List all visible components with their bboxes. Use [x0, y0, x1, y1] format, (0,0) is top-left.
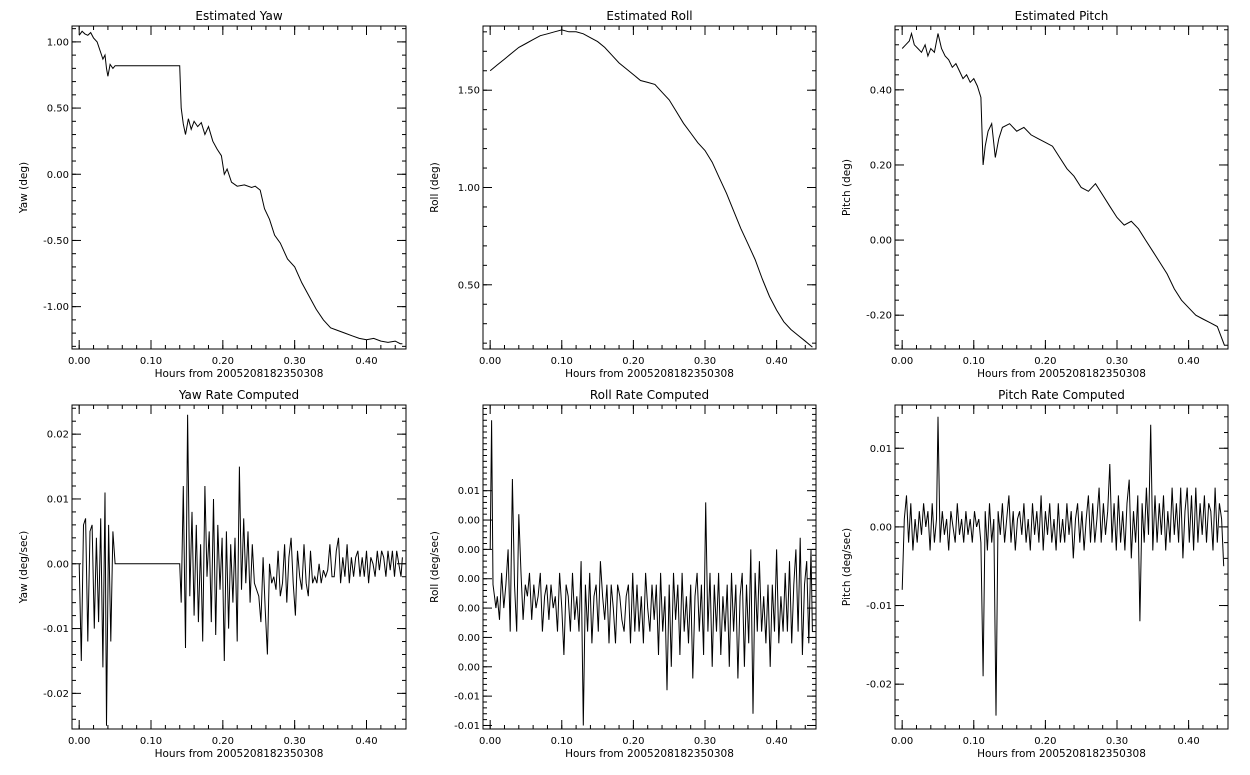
roll-rate-y-tick-label: 0.00 [458, 633, 480, 644]
estimated-roll-x-tick-label: 0.40 [765, 356, 787, 367]
estimated-yaw-panel: 0.00 0.10 0.20 0.30 0.40 -1.00 -0.50 0.00 0.50 1.… [18, 9, 407, 380]
estimated-roll-series-line [489, 29, 813, 348]
estimated-yaw-y-tick-label: -0.50 [43, 236, 69, 247]
estimated-pitch-frame [894, 25, 1229, 350]
pitch-rate-x-tick-label: 0.40 [1177, 736, 1199, 747]
estimated-roll-x-label: Hours from 2005208182350308 [565, 368, 734, 380]
yaw-rate-x-tick-label: 0.20 [212, 736, 234, 747]
estimated-pitch-series-line [901, 31, 1225, 346]
pitch-rate-y-tick-label: -0.01 [866, 601, 892, 612]
roll-rate-y-tick-label: 0.00 [458, 662, 480, 673]
roll-rate-x-tick-label: 0.00 [479, 736, 501, 747]
pitch-rate-y-tick-label: 0.00 [870, 522, 892, 533]
estimated-yaw-x-tick-label: 0.20 [212, 356, 234, 367]
yaw-rate-y-label: Yaw (deg/sec) [18, 531, 30, 605]
estimated-pitch-y-tick-label: 0.20 [870, 160, 892, 171]
estimated-roll-y-tick-label: 0.50 [458, 280, 480, 291]
estimated-roll-frame [482, 25, 817, 350]
estimated-pitch-x-tick-label: 0.10 [963, 356, 985, 367]
estimated-pitch-x-tick-label: 0.40 [1177, 356, 1199, 367]
estimated-pitch-y-label: Pitch (deg) [841, 159, 853, 216]
yaw-rate-y-tick-label: -0.02 [43, 689, 69, 700]
yaw-rate-y-tick-label: 0.02 [47, 430, 69, 441]
yaw-rate-y-tick-label: 0.00 [47, 559, 69, 570]
estimated-pitch-title: Estimated Pitch [1015, 9, 1109, 23]
roll-rate-y-tick-label: -0.01 [454, 692, 480, 703]
yaw-rate-title: Yaw Rate Computed [178, 388, 299, 402]
estimated-pitch-panel: 0.00 0.10 0.20 0.30 0.40 -0.20 0.00 0.20 0.40 Est… [841, 9, 1229, 380]
estimated-pitch-x-tick-label: 0.30 [1106, 356, 1128, 367]
pitch-rate-frame [894, 404, 1229, 730]
pitch-rate-y-tick-label: 0.01 [870, 444, 892, 455]
roll-rate-series-line [489, 420, 813, 726]
estimated-yaw-x-tick-label: 0.00 [68, 356, 90, 367]
estimated-yaw-y-tick-label: -1.00 [43, 302, 69, 313]
estimated-yaw-frame [71, 25, 407, 350]
roll-rate-x-tick-label: 0.10 [551, 736, 573, 747]
pitch-rate-x-label: Hours from 2005208182350308 [977, 748, 1146, 760]
estimated-yaw-x-label: Hours from 2005208182350308 [155, 368, 324, 380]
estimated-pitch-y-tick-label: 0.00 [870, 236, 892, 247]
pitch-rate-y-tick-label: -0.02 [866, 680, 892, 691]
estimated-pitch-x-label: Hours from 2005208182350308 [977, 368, 1146, 380]
estimated-yaw-y-tick-label: 1.00 [47, 37, 69, 48]
estimated-roll-y-tick-label: 1.50 [458, 86, 480, 97]
estimated-yaw-y-tick-label: 0.50 [47, 104, 69, 115]
estimated-yaw-title: Estimated Yaw [195, 9, 282, 23]
yaw-rate-x-label: Hours from 2005208182350308 [155, 748, 324, 760]
pitch-rate-series-line [901, 416, 1225, 716]
estimated-roll-x-tick-label: 0.00 [479, 356, 501, 367]
estimated-roll-title: Estimated Roll [606, 9, 692, 23]
yaw-rate-x-tick-label: 0.30 [284, 736, 306, 747]
yaw-rate-series-line [78, 414, 403, 726]
pitch-rate-x-tick-label: 0.30 [1106, 736, 1128, 747]
roll-rate-y-tick-label: -0.01 [454, 721, 480, 732]
roll-rate-y-tick-label: 0.01 [458, 486, 480, 497]
pitch-rate-x-tick-label: 0.10 [963, 736, 985, 747]
yaw-rate-panel: 0.00 0.10 0.20 0.30 0.40 -0.02 -0.01 0.00 0.01 0.… [18, 388, 407, 760]
roll-rate-panel: 0.00 0.10 0.20 0.30 0.40 -0.01 -0.01 0.00 0.00 0.… [429, 388, 817, 760]
estimated-yaw-x-tick-label: 0.40 [355, 356, 377, 367]
roll-rate-x-tick-label: 0.20 [622, 736, 644, 747]
roll-rate-y-tick-label: 0.00 [458, 604, 480, 615]
yaw-rate-frame [71, 404, 407, 730]
yaw-rate-x-tick-label: 0.00 [68, 736, 90, 747]
pitch-rate-x-tick-label: 0.20 [1034, 736, 1056, 747]
yaw-rate-x-tick-label: 0.10 [140, 736, 162, 747]
pitch-rate-panel: 0.00 0.10 0.20 0.30 0.40 -0.02 -0.01 0.00 0.01 Pi… [841, 388, 1229, 760]
roll-rate-y-label: Roll (deg/sec) [429, 531, 441, 603]
estimated-roll-panel: 0.00 0.10 0.20 0.30 0.40 0.50 1.00 1.50 Estimate… [429, 9, 817, 380]
pitch-rate-y-label: Pitch (deg/sec) [841, 528, 853, 606]
pitch-rate-x-tick-label: 0.00 [891, 736, 913, 747]
estimated-roll-x-tick-label: 0.10 [551, 356, 573, 367]
estimated-roll-x-tick-label: 0.20 [622, 356, 644, 367]
roll-rate-y-tick-label: 0.00 [458, 516, 480, 527]
yaw-rate-y-tick-label: 0.01 [47, 494, 69, 505]
estimated-pitch-x-tick-label: 0.20 [1034, 356, 1056, 367]
estimated-yaw-x-tick-label: 0.30 [284, 356, 306, 367]
estimated-pitch-x-tick-label: 0.00 [891, 356, 913, 367]
estimated-yaw-series-line [78, 30, 403, 345]
roll-rate-x-label: Hours from 2005208182350308 [565, 748, 734, 760]
estimated-pitch-y-tick-label: -0.20 [866, 311, 892, 322]
yaw-rate-y-tick-label: -0.01 [43, 624, 69, 635]
yaw-rate-x-tick-label: 0.40 [355, 736, 377, 747]
estimated-roll-x-tick-label: 0.30 [694, 356, 716, 367]
estimated-yaw-y-tick-label: 0.00 [47, 170, 69, 181]
roll-rate-frame [482, 404, 817, 730]
estimated-roll-y-label: Roll (deg) [429, 162, 441, 212]
estimated-roll-y-tick-label: 1.00 [458, 183, 480, 194]
roll-rate-title: Roll Rate Computed [590, 388, 709, 402]
roll-rate-x-tick-label: 0.40 [765, 736, 787, 747]
roll-rate-y-tick-label: 0.00 [458, 545, 480, 556]
estimated-yaw-y-label: Yaw (deg) [18, 162, 30, 214]
estimated-yaw-x-tick-label: 0.10 [140, 356, 162, 367]
pitch-rate-title: Pitch Rate Computed [998, 388, 1125, 402]
estimated-pitch-y-tick-label: 0.40 [870, 85, 892, 96]
roll-rate-x-tick-label: 0.30 [694, 736, 716, 747]
roll-rate-y-tick-label: 0.00 [458, 574, 480, 585]
